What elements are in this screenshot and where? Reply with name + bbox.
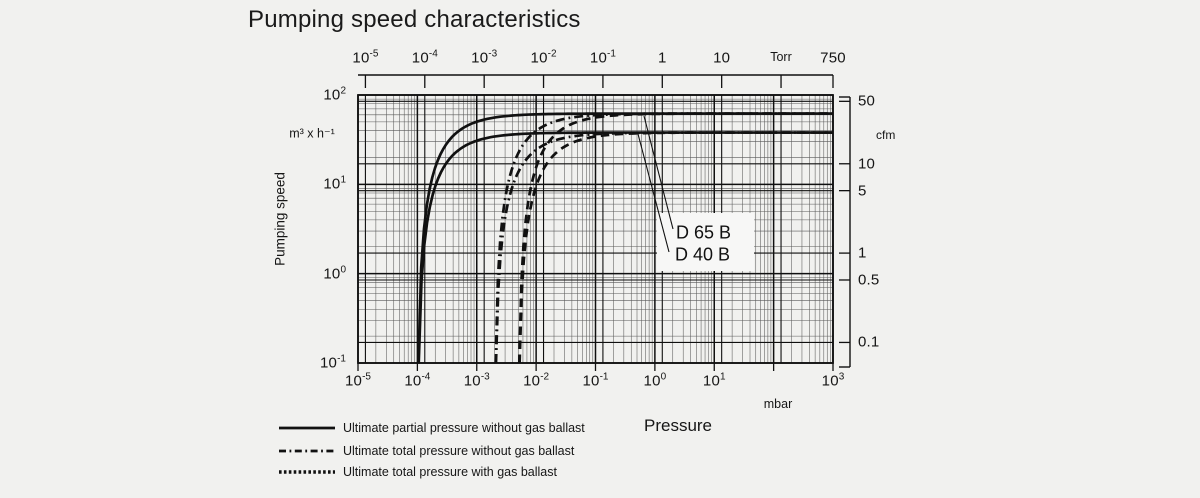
pumping-speed-chart: Pumping speed characteristics Torr mbar … bbox=[248, 6, 896, 479]
chart-canvas bbox=[357, 74, 851, 371]
